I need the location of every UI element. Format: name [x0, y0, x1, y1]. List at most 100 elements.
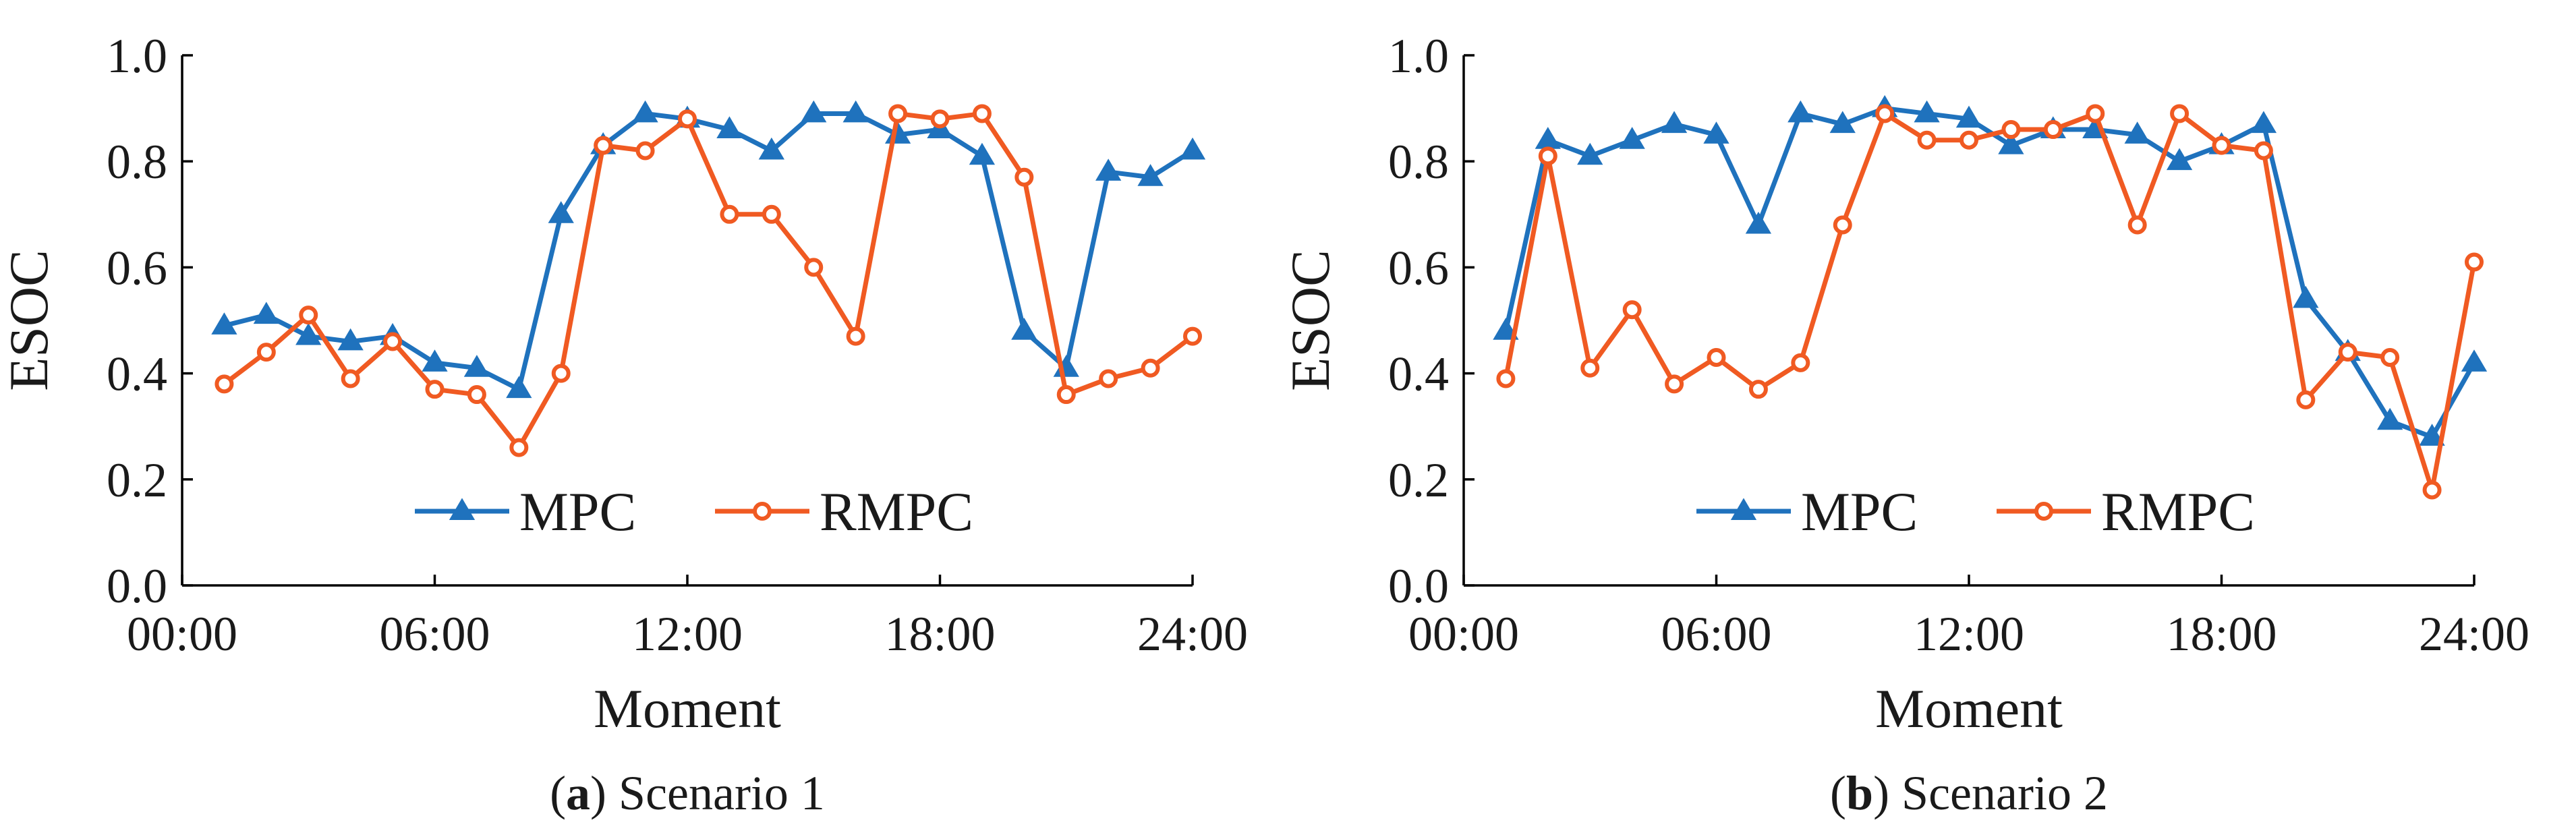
chart-panel-a: 0.0 0.2 0.4 0.6 0.8 1.0 00:00 06:00 12:00 18:00 24…: [0, 29, 1248, 820]
data-point-mpc: [1661, 111, 1688, 134]
data-point-rmpc: [720, 204, 739, 224]
data-point-rmpc: [1580, 358, 1600, 378]
y-tick-label: 1.0: [1388, 29, 1449, 83]
x-tick-label: 18:00: [884, 607, 995, 661]
data-point-rmpc: [1748, 380, 1768, 399]
y-tick-label: 0.4: [107, 347, 167, 401]
data-point-mpc: [253, 301, 279, 324]
data-point-mpc: [2377, 407, 2403, 430]
data-point-rmpc: [594, 136, 613, 155]
data-point-rmpc: [551, 364, 571, 383]
y-tick-label: 0.2: [1388, 453, 1449, 507]
data-point-mpc: [1914, 100, 1940, 123]
data-point-rmpc: [635, 141, 655, 161]
data-point-mpc: [1137, 164, 1164, 186]
data-point-rmpc: [1707, 348, 1726, 368]
data-point-rmpc: [1875, 104, 1895, 123]
series-line-rmpc: [221, 111, 1195, 451]
y-tick-label: 0.6: [1388, 241, 1449, 295]
legend: MPC RMPC: [1696, 481, 2255, 542]
data-point-rmpc: [2043, 120, 2063, 140]
y-tick-label: 0.2: [107, 453, 167, 507]
series-mpc: [211, 100, 1206, 399]
y-axis-title: ESOC: [0, 250, 59, 391]
data-point-rmpc: [2465, 252, 2484, 272]
x-tick-label: 18:00: [2166, 607, 2277, 661]
y-axis-title: ESOC: [1280, 250, 1341, 391]
data-point-rmpc: [1917, 130, 1937, 150]
data-point-mpc: [1179, 137, 1206, 160]
data-point-rmpc: [2001, 120, 2021, 140]
data-point-mpc: [548, 201, 574, 223]
x-tick-label: 12:00: [632, 607, 743, 661]
data-point-mpc: [716, 116, 743, 139]
x-axis-title: Moment: [594, 678, 781, 739]
data-point-mpc: [1787, 100, 1814, 123]
x-tick-label: 12:00: [1914, 607, 2024, 661]
caption-open: (: [550, 766, 566, 820]
caption: (a) Scenario 1: [550, 766, 825, 820]
data-point-rmpc: [425, 380, 445, 399]
legend-marker-mpc: [449, 498, 476, 520]
data-point-rmpc: [1622, 300, 1642, 320]
caption-close: ): [1873, 766, 1889, 820]
data-point-mpc: [1095, 158, 1122, 181]
series-line-rmpc: [1503, 111, 2477, 493]
data-point-mpc: [2250, 111, 2277, 134]
caption-text: Scenario 1: [606, 766, 825, 820]
legend-marker-rmpc: [2034, 502, 2053, 521]
data-point-rmpc: [214, 374, 234, 394]
data-point-mpc: [295, 322, 322, 345]
data-point-rmpc: [2127, 215, 2147, 235]
data-point-mpc: [2166, 148, 2193, 171]
data-point-rmpc: [1959, 130, 1978, 150]
series-rmpc: [1496, 104, 2484, 500]
series-mpc: [1493, 94, 2488, 446]
data-point-mpc: [1535, 127, 1561, 149]
data-point-mpc: [1745, 211, 1772, 234]
y-tick-label: 0.6: [107, 241, 167, 295]
data-point-rmpc: [1791, 353, 1810, 372]
x-tick-label: 06:00: [379, 607, 490, 661]
data-point-mpc: [1011, 318, 1037, 340]
data-point-mpc: [1493, 318, 1519, 340]
series-line-mpc: [1503, 106, 2477, 440]
data-point-mpc: [1998, 132, 2024, 154]
caption-open: (: [1830, 766, 1846, 820]
data-point-rmpc: [1099, 369, 1118, 388]
caption-close: ): [590, 766, 606, 820]
legend-label-mpc: MPC: [519, 481, 636, 542]
x-tick-label: 00:00: [127, 607, 237, 661]
caption: (b) Scenario 2: [1830, 766, 2108, 820]
data-point-mpc: [2461, 349, 2488, 372]
data-point-rmpc: [2254, 141, 2273, 161]
data-point-rmpc: [678, 109, 697, 129]
series-line-mpc: [221, 111, 1195, 392]
data-point-rmpc: [888, 104, 908, 123]
data-point-rmpc: [1141, 358, 1160, 378]
x-tick-label: 24:00: [1137, 607, 1248, 661]
data-point-rmpc: [1665, 374, 1684, 394]
data-point-rmpc: [2338, 343, 2357, 362]
legend: MPC RMPC: [415, 481, 973, 542]
y-tick-label: 0.0: [107, 559, 167, 613]
data-point-rmpc: [1496, 369, 1516, 388]
data-point-rmpc: [2422, 480, 2442, 500]
data-point-rmpc: [1183, 326, 1202, 346]
data-point-rmpc: [256, 343, 276, 362]
data-point-mpc: [632, 100, 658, 123]
data-point-mpc: [463, 355, 490, 377]
legend-label-rmpc: RMPC: [820, 481, 973, 542]
legend-marker-mpc: [1730, 498, 1757, 520]
data-point-mpc: [2293, 285, 2319, 308]
caption-letter: a: [566, 766, 590, 820]
data-point-mpc: [1829, 111, 1856, 134]
data-point-mpc: [1577, 142, 1603, 165]
data-point-rmpc: [1014, 167, 1034, 187]
chart-panel-b: 0.0 0.2 0.4 0.6 0.8 1.0 00:00 06:00 12:00 18:00 24…: [1280, 29, 2529, 820]
legend-label-mpc: MPC: [1801, 481, 1918, 542]
data-point-rmpc: [930, 109, 950, 129]
legend-marker-rmpc: [753, 502, 772, 521]
data-point-rmpc: [509, 438, 529, 457]
